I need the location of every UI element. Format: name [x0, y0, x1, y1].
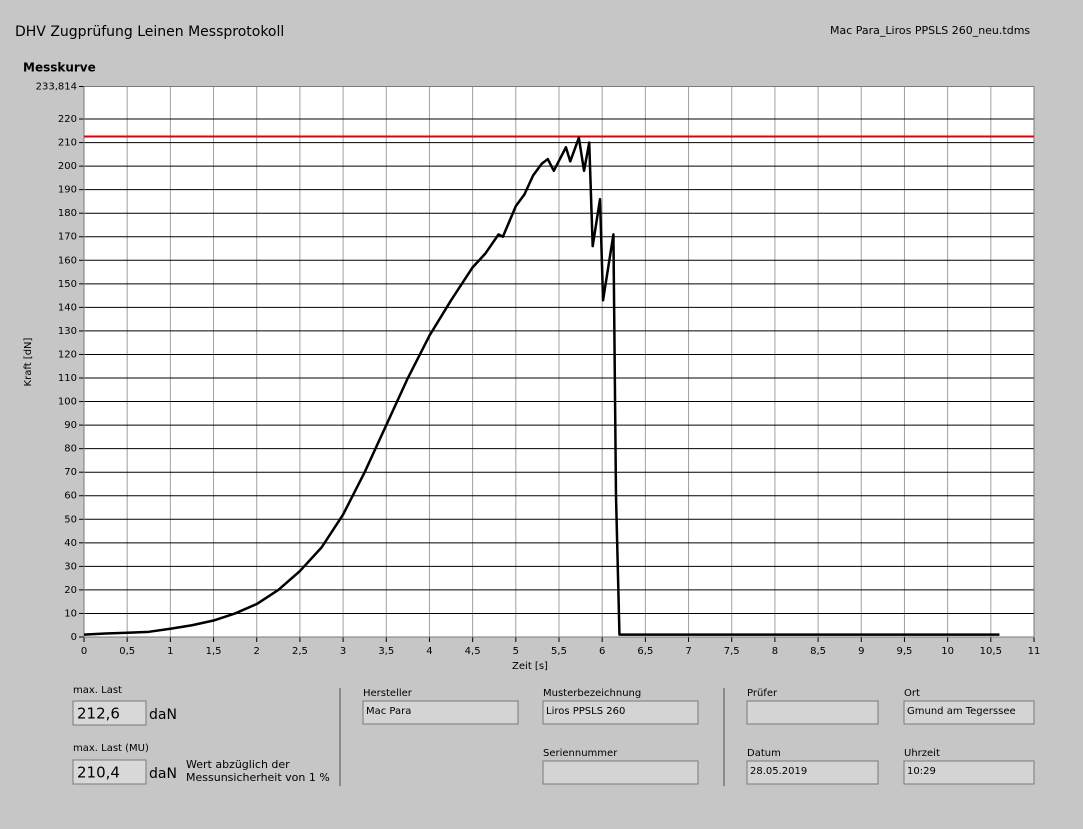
x-tick-label: 0,5: [119, 646, 135, 657]
field-value: 28.05.2019: [750, 766, 807, 777]
y-tick-label: 0: [71, 632, 77, 643]
y-tick-label: 140: [58, 302, 77, 313]
x-tick-label: 9,5: [897, 646, 913, 657]
x-tick-label: 1,5: [206, 646, 222, 657]
y-tick-label: 40: [64, 538, 77, 549]
field-label: Musterbezeichnung: [543, 688, 641, 699]
x-tick-label: 3: [340, 646, 346, 657]
y-tick-label: 180: [58, 208, 77, 219]
y-tick-label: 20: [64, 585, 77, 596]
x-tick-label: 7: [685, 646, 691, 657]
page-title: DHV Zugprüfung Leinen Messprotokoll: [15, 24, 284, 40]
x-tick-label: 6: [599, 646, 605, 657]
x-tick-label: 9: [858, 646, 864, 657]
x-tick-label: 5: [513, 646, 519, 657]
y-tick-label: 233,814: [36, 82, 77, 93]
y-tick-label: 110: [58, 373, 77, 384]
field-value: 10:29: [907, 766, 936, 777]
y-tick-label: 80: [64, 444, 77, 455]
y-tick-label: 130: [58, 326, 77, 337]
x-tick-label: 1: [167, 646, 173, 657]
y-tick-label: 210: [58, 138, 77, 149]
field-label: Prüfer: [747, 688, 778, 699]
y-tick-label: 220: [58, 114, 77, 125]
field-box: [746, 760, 879, 785]
result-note: Wert abzüglich der: [186, 758, 290, 771]
y-tick-label: 160: [58, 255, 77, 266]
field-label: Ort: [904, 688, 920, 699]
x-tick-label: 7,5: [724, 646, 740, 657]
x-tick-label: 0: [81, 646, 87, 657]
field-label: Datum: [747, 748, 781, 759]
chart-title: Messkurve: [23, 61, 96, 75]
y-tick-label: 10: [64, 608, 77, 619]
y-tick-label: 120: [58, 349, 77, 360]
y-tick-label: 200: [58, 161, 77, 172]
field-label: Hersteller: [363, 688, 413, 699]
field-box: [542, 700, 699, 725]
y-tick-label: 30: [64, 561, 77, 572]
result-box: [72, 700, 147, 726]
curve: [83, 136, 1000, 636]
field-box: [542, 760, 699, 785]
y-tick-label: 50: [64, 514, 77, 525]
x-tick-label: 4: [426, 646, 432, 657]
field-box: [362, 700, 519, 725]
x-axis-label: Zeit [s]: [512, 661, 548, 672]
x-tick-label: 3,5: [378, 646, 394, 657]
y-tick-label: 60: [64, 491, 77, 502]
result-unit: daN: [149, 766, 177, 782]
field-label: Uhrzeit: [904, 748, 940, 759]
result-value: 210,4: [77, 764, 120, 782]
x-tick-label: 11: [1028, 646, 1041, 657]
field-value: Liros PPSLS 260: [546, 706, 625, 717]
y-tick-label: 150: [58, 279, 77, 290]
field-box: [903, 760, 1035, 785]
y-tick-label: 100: [58, 397, 77, 408]
result-note: Messunsicherheit von 1 %: [186, 771, 330, 784]
plot-border: [83, 86, 1035, 638]
field-box: [746, 700, 879, 725]
x-tick-label: 5,5: [551, 646, 567, 657]
y-tick-label: 190: [58, 185, 77, 196]
x-tick-label: 2,5: [292, 646, 308, 657]
x-tick-label: 10,5: [980, 646, 1002, 657]
result-box: [72, 759, 147, 785]
result-label: max. Last (MU): [73, 743, 149, 754]
x-tick-label: 4,5: [465, 646, 481, 657]
y-axis-label: Kraft [dN]: [23, 337, 34, 386]
result-value: 212,6: [77, 705, 120, 723]
field-box: [903, 700, 1035, 725]
y-tick-label: 70: [64, 467, 77, 478]
x-tick-label: 8: [772, 646, 778, 657]
result-label: max. Last: [73, 685, 122, 696]
file-name: Mac Para_Liros PPSLS 260_neu.tdms: [830, 24, 1030, 37]
field-value: Mac Para: [366, 706, 411, 717]
result-unit: daN: [149, 707, 177, 723]
x-tick-label: 8,5: [810, 646, 826, 657]
y-tick-label: 170: [58, 232, 77, 243]
x-tick-label: 2: [254, 646, 260, 657]
y-tick-label: 90: [64, 420, 77, 431]
x-tick-label: 6,5: [637, 646, 653, 657]
field-value: Gmund am Tegerssee: [907, 706, 1016, 717]
field-label: Seriennummer: [543, 748, 618, 759]
x-tick-label: 10: [941, 646, 954, 657]
